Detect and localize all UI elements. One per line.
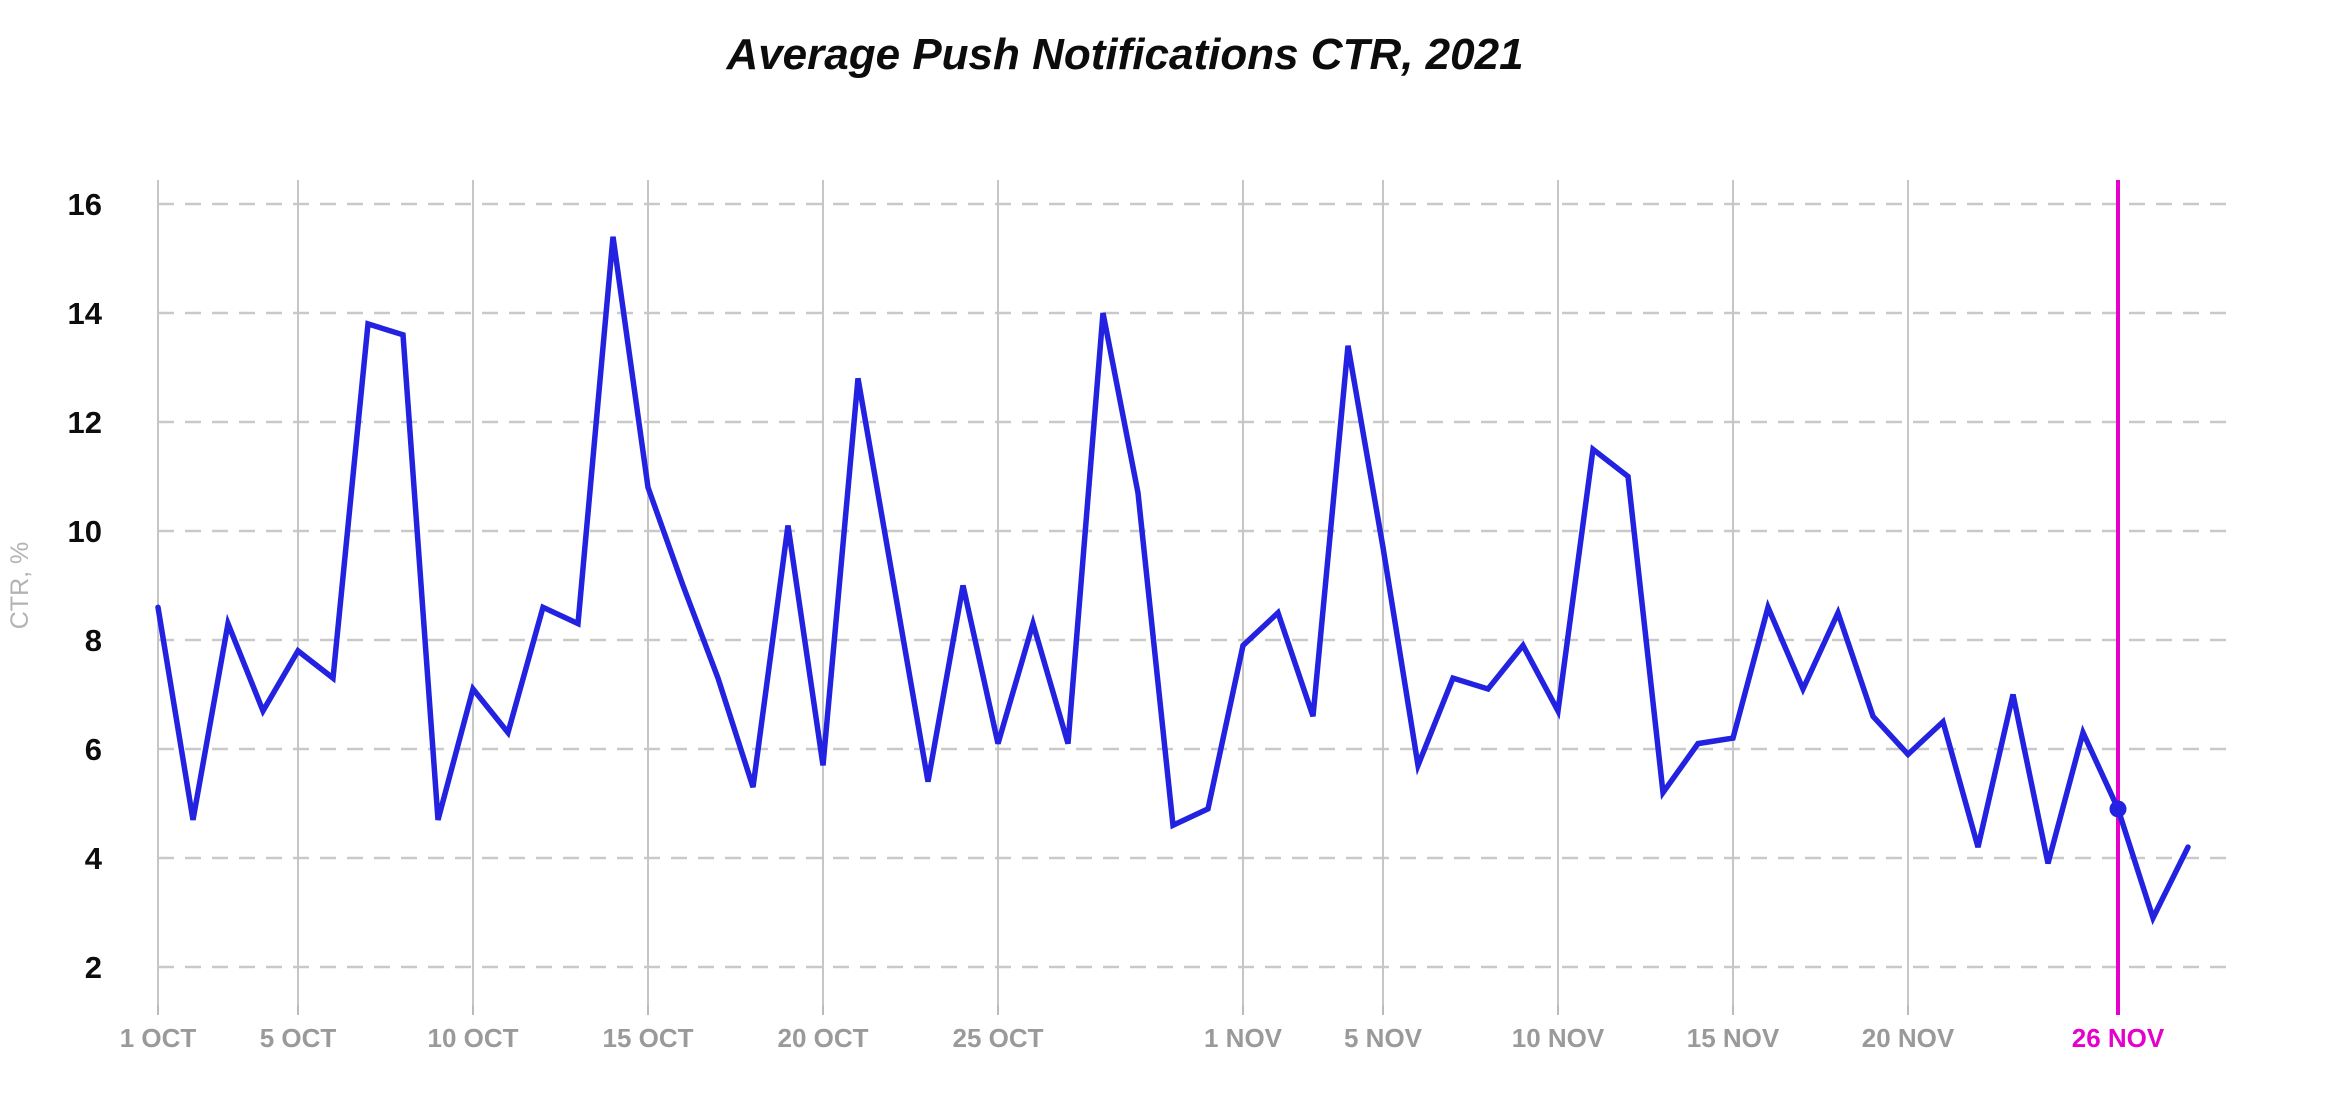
y-tick-label: 14 [68, 296, 103, 331]
y-tick-label: 12 [68, 405, 102, 440]
x-tick-label: 20 OCT [777, 1023, 868, 1053]
x-tick-label-highlight: 26 NOV [2072, 1023, 2165, 1053]
x-tick-label: 5 OCT [260, 1023, 337, 1053]
chart-title: Average Push Notifications CTR, 2021 [726, 30, 1524, 79]
ctr-series-line [155, 236, 2191, 926]
x-tick-label: 5 NOV [1344, 1023, 1423, 1053]
y-tick-label: 2 [85, 950, 102, 985]
x-tick-label: 1 NOV [1204, 1023, 1283, 1053]
x-tick-label: 10 OCT [427, 1023, 518, 1053]
y-tick-label: 6 [85, 732, 102, 767]
x-tick-label: 25 OCT [952, 1023, 1043, 1053]
x-tick-label: 10 NOV [1512, 1023, 1605, 1053]
y-axis-title: CTR, % [6, 542, 34, 630]
x-tick-label: 20 NOV [1862, 1023, 1955, 1053]
highlight-dot [2109, 800, 2127, 818]
x-tick-label: 1 OCT [120, 1023, 197, 1053]
y-tick-label: 16 [68, 187, 102, 222]
y-tick-label: 8 [85, 623, 102, 658]
x-tick-label: 15 NOV [1687, 1023, 1780, 1053]
y-tick-label: 4 [85, 841, 103, 876]
x-tick-label: 15 OCT [602, 1023, 693, 1053]
y-tick-label: 10 [68, 514, 102, 549]
